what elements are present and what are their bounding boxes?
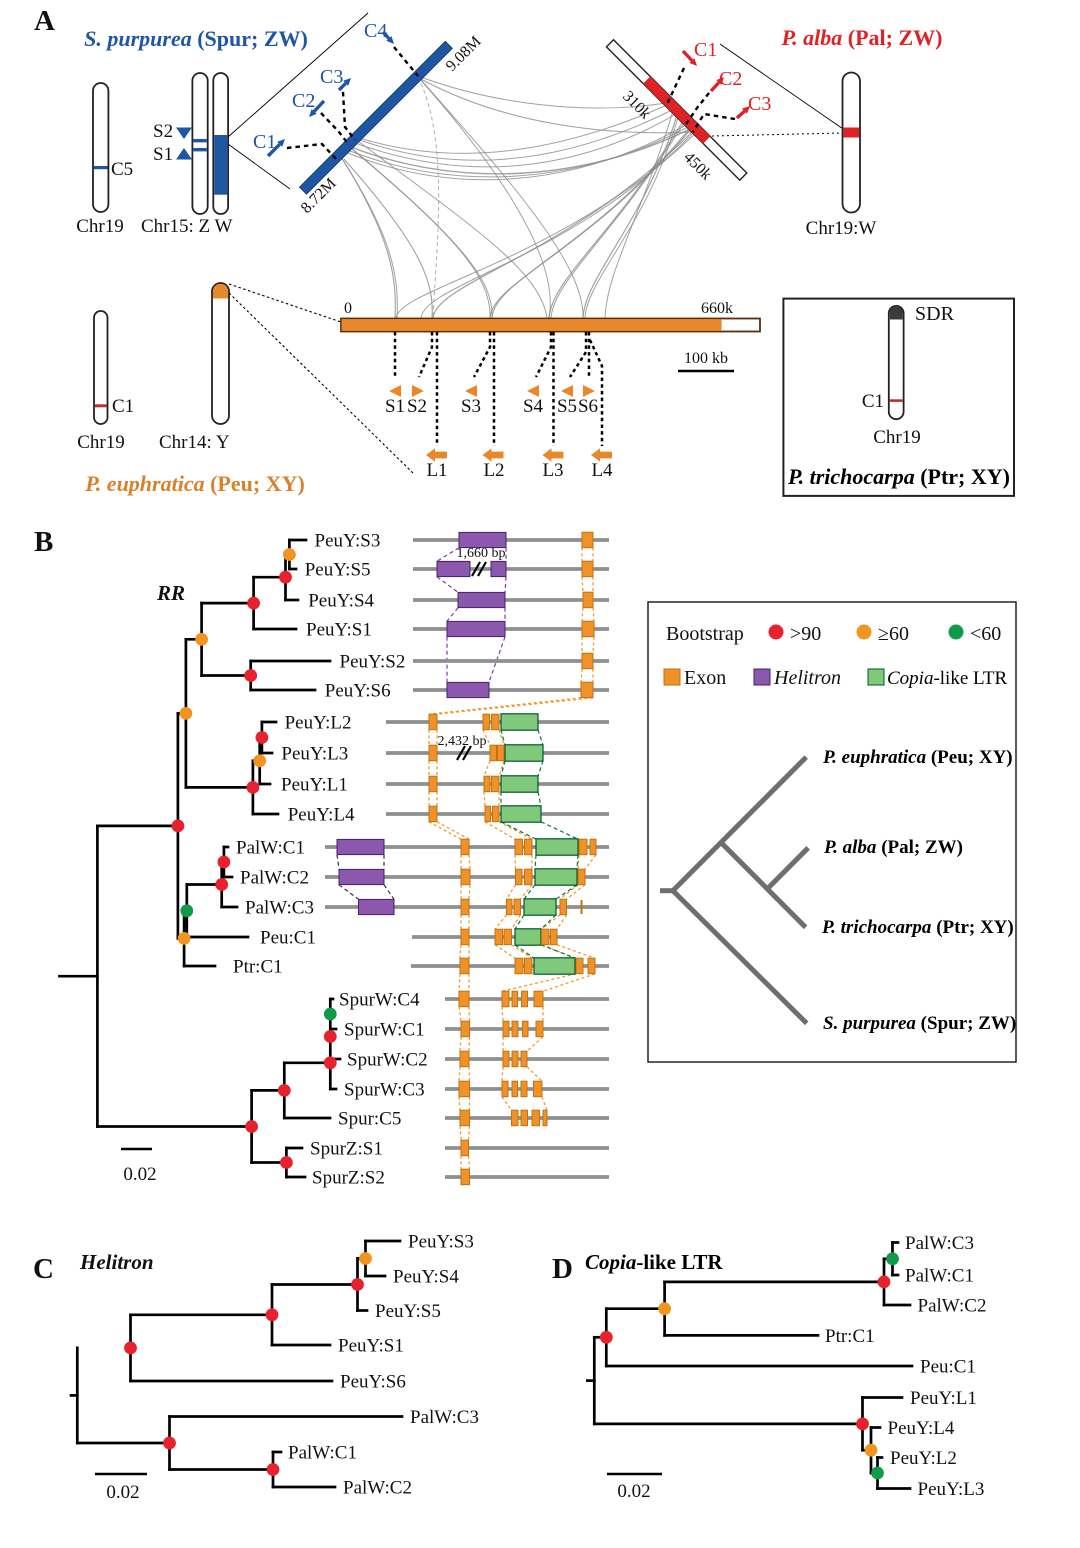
svg-text:PeuY:S4: PeuY:S4 [393,1267,459,1288]
svg-text:PeuY:L2: PeuY:L2 [890,1448,957,1469]
svg-text:PeuY:L1: PeuY:L1 [910,1388,977,1409]
svg-text:S2: S2 [407,396,427,417]
svg-text:L3: L3 [542,460,563,481]
svg-text:100 kb: 100 kb [684,350,728,367]
svg-text:Helitron: Helitron [773,667,841,689]
svg-text:PalW:C3: PalW:C3 [905,1233,974,1254]
svg-text:PalW:C1: PalW:C1 [236,838,305,859]
svg-text:SDR: SDR [915,303,955,325]
svg-text:PeuY:L2: PeuY:L2 [285,713,352,734]
svg-text:PeuY:L4: PeuY:L4 [888,1418,955,1439]
svg-text:C1: C1 [112,396,134,417]
svg-text:S6: S6 [578,396,598,417]
svg-text:Copia-like LTR: Copia-like LTR [585,1250,723,1274]
svg-text:C3: C3 [320,66,343,88]
svg-text:S4: S4 [523,396,544,417]
svg-text:PeuY:S3: PeuY:S3 [408,1232,474,1253]
svg-text:S2: S2 [153,121,173,142]
svg-text:1,660 bp: 1,660 bp [457,546,506,561]
svg-text:C5: C5 [111,159,133,180]
svg-text:P. trichocarpa (Ptr; XY): P. trichocarpa (Ptr; XY) [787,464,1010,489]
svg-text:PeuY:L3: PeuY:L3 [281,744,348,765]
svg-text:0.02: 0.02 [617,1481,650,1502]
svg-text:C1: C1 [694,39,717,61]
svg-text:RR: RR [156,581,185,605]
svg-text:Chr19: Chr19 [77,432,125,453]
svg-text:0: 0 [344,300,352,317]
svg-text:Bootstrap: Bootstrap [666,623,744,645]
svg-text:0.02: 0.02 [123,1164,156,1185]
svg-text:S1: S1 [153,144,173,165]
svg-text:P. trichocarpa (Ptr; XY): P. trichocarpa (Ptr; XY) [821,917,1014,938]
svg-text:Chr15: Z W: Chr15: Z W [141,216,233,237]
svg-text:PeuY:S5: PeuY:S5 [305,560,371,581]
svg-text:S1: S1 [385,396,405,417]
svg-text:PalW:C3: PalW:C3 [245,898,314,919]
svg-text:SpurZ:S2: SpurZ:S2 [312,1168,385,1189]
svg-text:Ptr:C1: Ptr:C1 [233,957,283,978]
svg-text:Exon: Exon [684,667,726,689]
svg-text:L2: L2 [483,460,504,481]
svg-text:2,432 bp: 2,432 bp [438,734,487,749]
svg-text:Helitron: Helitron [79,1250,154,1274]
svg-text:PalW:C1: PalW:C1 [905,1266,974,1287]
svg-text:PeuY:L1: PeuY:L1 [281,775,348,796]
svg-text:C2: C2 [719,68,742,90]
svg-text:Ptr:C1: Ptr:C1 [825,1326,875,1347]
svg-text:C1: C1 [862,391,884,412]
svg-text:0.02: 0.02 [106,1482,139,1503]
svg-text:A: A [34,5,55,37]
svg-text:PeuY:S3: PeuY:S3 [315,531,381,552]
svg-text:Chr19: Chr19 [873,427,921,448]
svg-text:P. euphratica (Peu; XY): P. euphratica (Peu; XY) [822,747,1013,768]
svg-text:660k: 660k [701,300,733,317]
svg-text:S3: S3 [461,396,481,417]
svg-text:PalW:C2: PalW:C2 [343,1478,412,1499]
svg-text:D: D [552,1253,573,1285]
svg-text:Chr19:W: Chr19:W [806,218,877,239]
svg-text:PeuY:L4: PeuY:L4 [288,805,355,826]
svg-text:SpurZ:S1: SpurZ:S1 [310,1139,383,1160]
svg-text:Peu:C1: Peu:C1 [260,928,316,949]
svg-text:PeuY:S2: PeuY:S2 [340,652,406,673]
svg-text:L1: L1 [426,460,447,481]
svg-text:PeuY:S5: PeuY:S5 [375,1301,441,1322]
svg-text:S. purpurea (Spur; ZW): S. purpurea (Spur; ZW) [84,26,308,51]
svg-text:Chr19: Chr19 [76,216,124,237]
svg-text:PeuY:S4: PeuY:S4 [308,591,374,612]
svg-text:SpurW:C2: SpurW:C2 [347,1050,428,1071]
svg-text:PeuY:S6: PeuY:S6 [325,681,391,702]
svg-text:SpurW:C1: SpurW:C1 [344,1020,425,1041]
svg-text:SpurW:C4: SpurW:C4 [339,990,420,1011]
svg-text:Chr14: Y: Chr14: Y [159,432,230,453]
svg-text:L4: L4 [591,460,613,481]
svg-text:C2: C2 [292,90,315,112]
svg-text:S5: S5 [557,396,577,417]
svg-text:P. euphratica (Peu; XY): P. euphratica (Peu; XY) [84,471,305,496]
svg-text:PalW:C2: PalW:C2 [240,868,309,889]
svg-text:C4: C4 [364,20,387,42]
svg-text:P. alba (Pal; ZW): P. alba (Pal; ZW) [781,25,943,50]
svg-text:PalW:C2: PalW:C2 [918,1296,987,1317]
svg-text:PeuY:S1: PeuY:S1 [306,620,372,641]
svg-text:C3: C3 [748,93,771,115]
svg-text:<60: <60 [970,623,1001,645]
svg-text:Copia-like LTR: Copia-like LTR [887,668,1007,689]
svg-text:PalW:C3: PalW:C3 [410,1407,479,1428]
svg-text:Peu:C1: Peu:C1 [920,1357,976,1378]
svg-text:≥60: ≥60 [878,623,909,645]
svg-text:>90: >90 [790,623,821,645]
svg-text:SpurW:C3: SpurW:C3 [344,1080,425,1101]
svg-text:C1: C1 [253,131,276,153]
svg-text:C: C [33,1253,54,1285]
svg-text:B: B [34,526,53,558]
svg-text:PalW:C1: PalW:C1 [288,1443,357,1464]
svg-text:P. alba (Pal; ZW): P. alba (Pal; ZW) [823,837,963,858]
svg-text:PeuY:L3: PeuY:L3 [918,1479,985,1500]
svg-text:PeuY:S6: PeuY:S6 [340,1372,406,1393]
svg-text:PeuY:S1: PeuY:S1 [338,1336,404,1357]
svg-text:S. purpurea (Spur; ZW): S. purpurea (Spur; ZW) [823,1013,1016,1034]
svg-text:Spur:C5: Spur:C5 [338,1109,401,1130]
